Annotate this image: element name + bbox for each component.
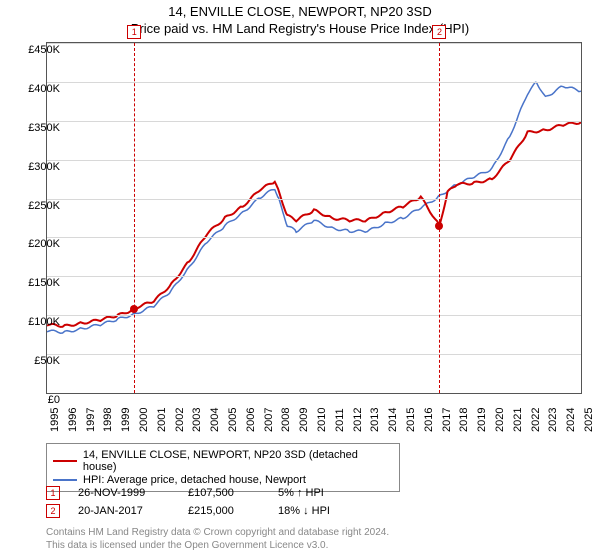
title-block: 14, ENVILLE CLOSE, NEWPORT, NP20 3SD Pri… xyxy=(0,0,600,36)
y-axis-label: £300K xyxy=(20,161,60,173)
transaction-price: £107,500 xyxy=(188,487,278,499)
footer-line1: Contains HM Land Registry data © Crown c… xyxy=(46,526,389,539)
chart-container: 14, ENVILLE CLOSE, NEWPORT, NP20 3SD Pri… xyxy=(0,0,600,560)
marker-vertical-line xyxy=(439,43,440,393)
x-axis-label: 2024 xyxy=(565,408,577,432)
y-axis-label: £400K xyxy=(20,83,60,95)
transaction-date: 20-JAN-2017 xyxy=(78,505,188,517)
x-axis-label: 2010 xyxy=(316,408,328,432)
x-axis-label: 2015 xyxy=(405,408,417,432)
grid-line xyxy=(47,82,581,83)
y-axis-label: £0 xyxy=(20,394,60,406)
x-axis-label: 2014 xyxy=(387,408,399,432)
legend-swatch-property xyxy=(53,460,77,462)
x-axis-label: 2007 xyxy=(263,408,275,432)
transactions-table: 1 26-NOV-1999 £107,500 5% ↑ HPI 2 20-JAN… xyxy=(46,486,388,522)
legend-box: 14, ENVILLE CLOSE, NEWPORT, NP20 3SD (de… xyxy=(46,443,400,492)
y-axis-label: £50K xyxy=(20,355,60,367)
footer-line2: This data is licensed under the Open Gov… xyxy=(46,539,389,552)
marker-badge: 1 xyxy=(46,486,60,500)
grid-line xyxy=(47,199,581,200)
table-row: 1 26-NOV-1999 £107,500 5% ↑ HPI xyxy=(46,486,388,500)
x-axis-label: 2019 xyxy=(476,408,488,432)
x-axis-label: 2000 xyxy=(138,408,150,432)
x-axis-labels: 1995 1996 1997 1998 1999 2000 2001 2002 2003 2004… xyxy=(46,400,580,440)
grid-line xyxy=(47,121,581,122)
marker-badge: 2 xyxy=(432,25,446,39)
transaction-pct: 5% ↑ HPI xyxy=(278,487,388,499)
x-axis-label: 1996 xyxy=(67,408,79,432)
chart-lines-svg xyxy=(47,43,581,393)
grid-line xyxy=(47,160,581,161)
title-subtitle: Price paid vs. HM Land Registry's House … xyxy=(0,21,600,36)
x-axis-label: 1998 xyxy=(102,408,114,432)
transaction-pct: 18% ↓ HPI xyxy=(278,505,388,517)
y-axis-label: £150K xyxy=(20,277,60,289)
x-axis-label: 1997 xyxy=(85,408,97,432)
footer-attribution: Contains HM Land Registry data © Crown c… xyxy=(46,526,389,552)
x-axis-label: 2013 xyxy=(369,408,381,432)
x-axis-label: 2023 xyxy=(547,408,559,432)
x-axis-label: 1995 xyxy=(49,408,61,432)
legend-item: 14, ENVILLE CLOSE, NEWPORT, NP20 3SD (de… xyxy=(53,449,393,473)
x-axis-label: 2017 xyxy=(441,408,453,432)
y-axis-label: £200K xyxy=(20,238,60,250)
chart-plot-area: 12 xyxy=(46,42,582,394)
grid-line xyxy=(47,276,581,277)
x-axis-label: 2011 xyxy=(334,408,346,432)
grid-line xyxy=(47,354,581,355)
transaction-price: £215,000 xyxy=(188,505,278,517)
legend-label: HPI: Average price, detached house, Newp… xyxy=(83,474,306,486)
legend-swatch-hpi xyxy=(53,479,77,481)
x-axis-label: 2009 xyxy=(298,408,310,432)
legend-item: HPI: Average price, detached house, Newp… xyxy=(53,474,393,486)
x-axis-label: 2004 xyxy=(209,408,221,432)
x-axis-label: 2008 xyxy=(280,408,292,432)
y-axis-label: £450K xyxy=(20,44,60,56)
marker-dot xyxy=(435,222,443,230)
x-axis-label: 2016 xyxy=(423,408,435,432)
y-axis-label: £100K xyxy=(20,316,60,328)
y-axis-label: £250K xyxy=(20,200,60,212)
grid-line xyxy=(47,237,581,238)
legend-label: 14, ENVILLE CLOSE, NEWPORT, NP20 3SD (de… xyxy=(83,449,393,473)
x-axis-label: 2021 xyxy=(512,408,524,432)
x-axis-label: 2025 xyxy=(583,408,595,432)
grid-line xyxy=(47,43,581,44)
transaction-date: 26-NOV-1999 xyxy=(78,487,188,499)
title-address: 14, ENVILLE CLOSE, NEWPORT, NP20 3SD xyxy=(0,4,600,19)
x-axis-label: 2001 xyxy=(156,408,168,432)
x-axis-label: 2018 xyxy=(458,408,470,432)
x-axis-label: 2006 xyxy=(245,408,257,432)
x-axis-label: 2012 xyxy=(352,408,364,432)
y-axis-label: £350K xyxy=(20,122,60,134)
x-axis-label: 2020 xyxy=(494,408,506,432)
x-axis-label: 2005 xyxy=(227,408,239,432)
x-axis-label: 2003 xyxy=(191,408,203,432)
x-axis-label: 1999 xyxy=(120,408,132,432)
marker-dot xyxy=(130,305,138,313)
marker-vertical-line xyxy=(134,43,135,393)
grid-line xyxy=(47,315,581,316)
x-axis-label: 2022 xyxy=(530,408,542,432)
marker-badge: 2 xyxy=(46,504,60,518)
marker-badge: 1 xyxy=(127,25,141,39)
x-axis-label: 2002 xyxy=(174,408,186,432)
table-row: 2 20-JAN-2017 £215,000 18% ↓ HPI xyxy=(46,504,388,518)
